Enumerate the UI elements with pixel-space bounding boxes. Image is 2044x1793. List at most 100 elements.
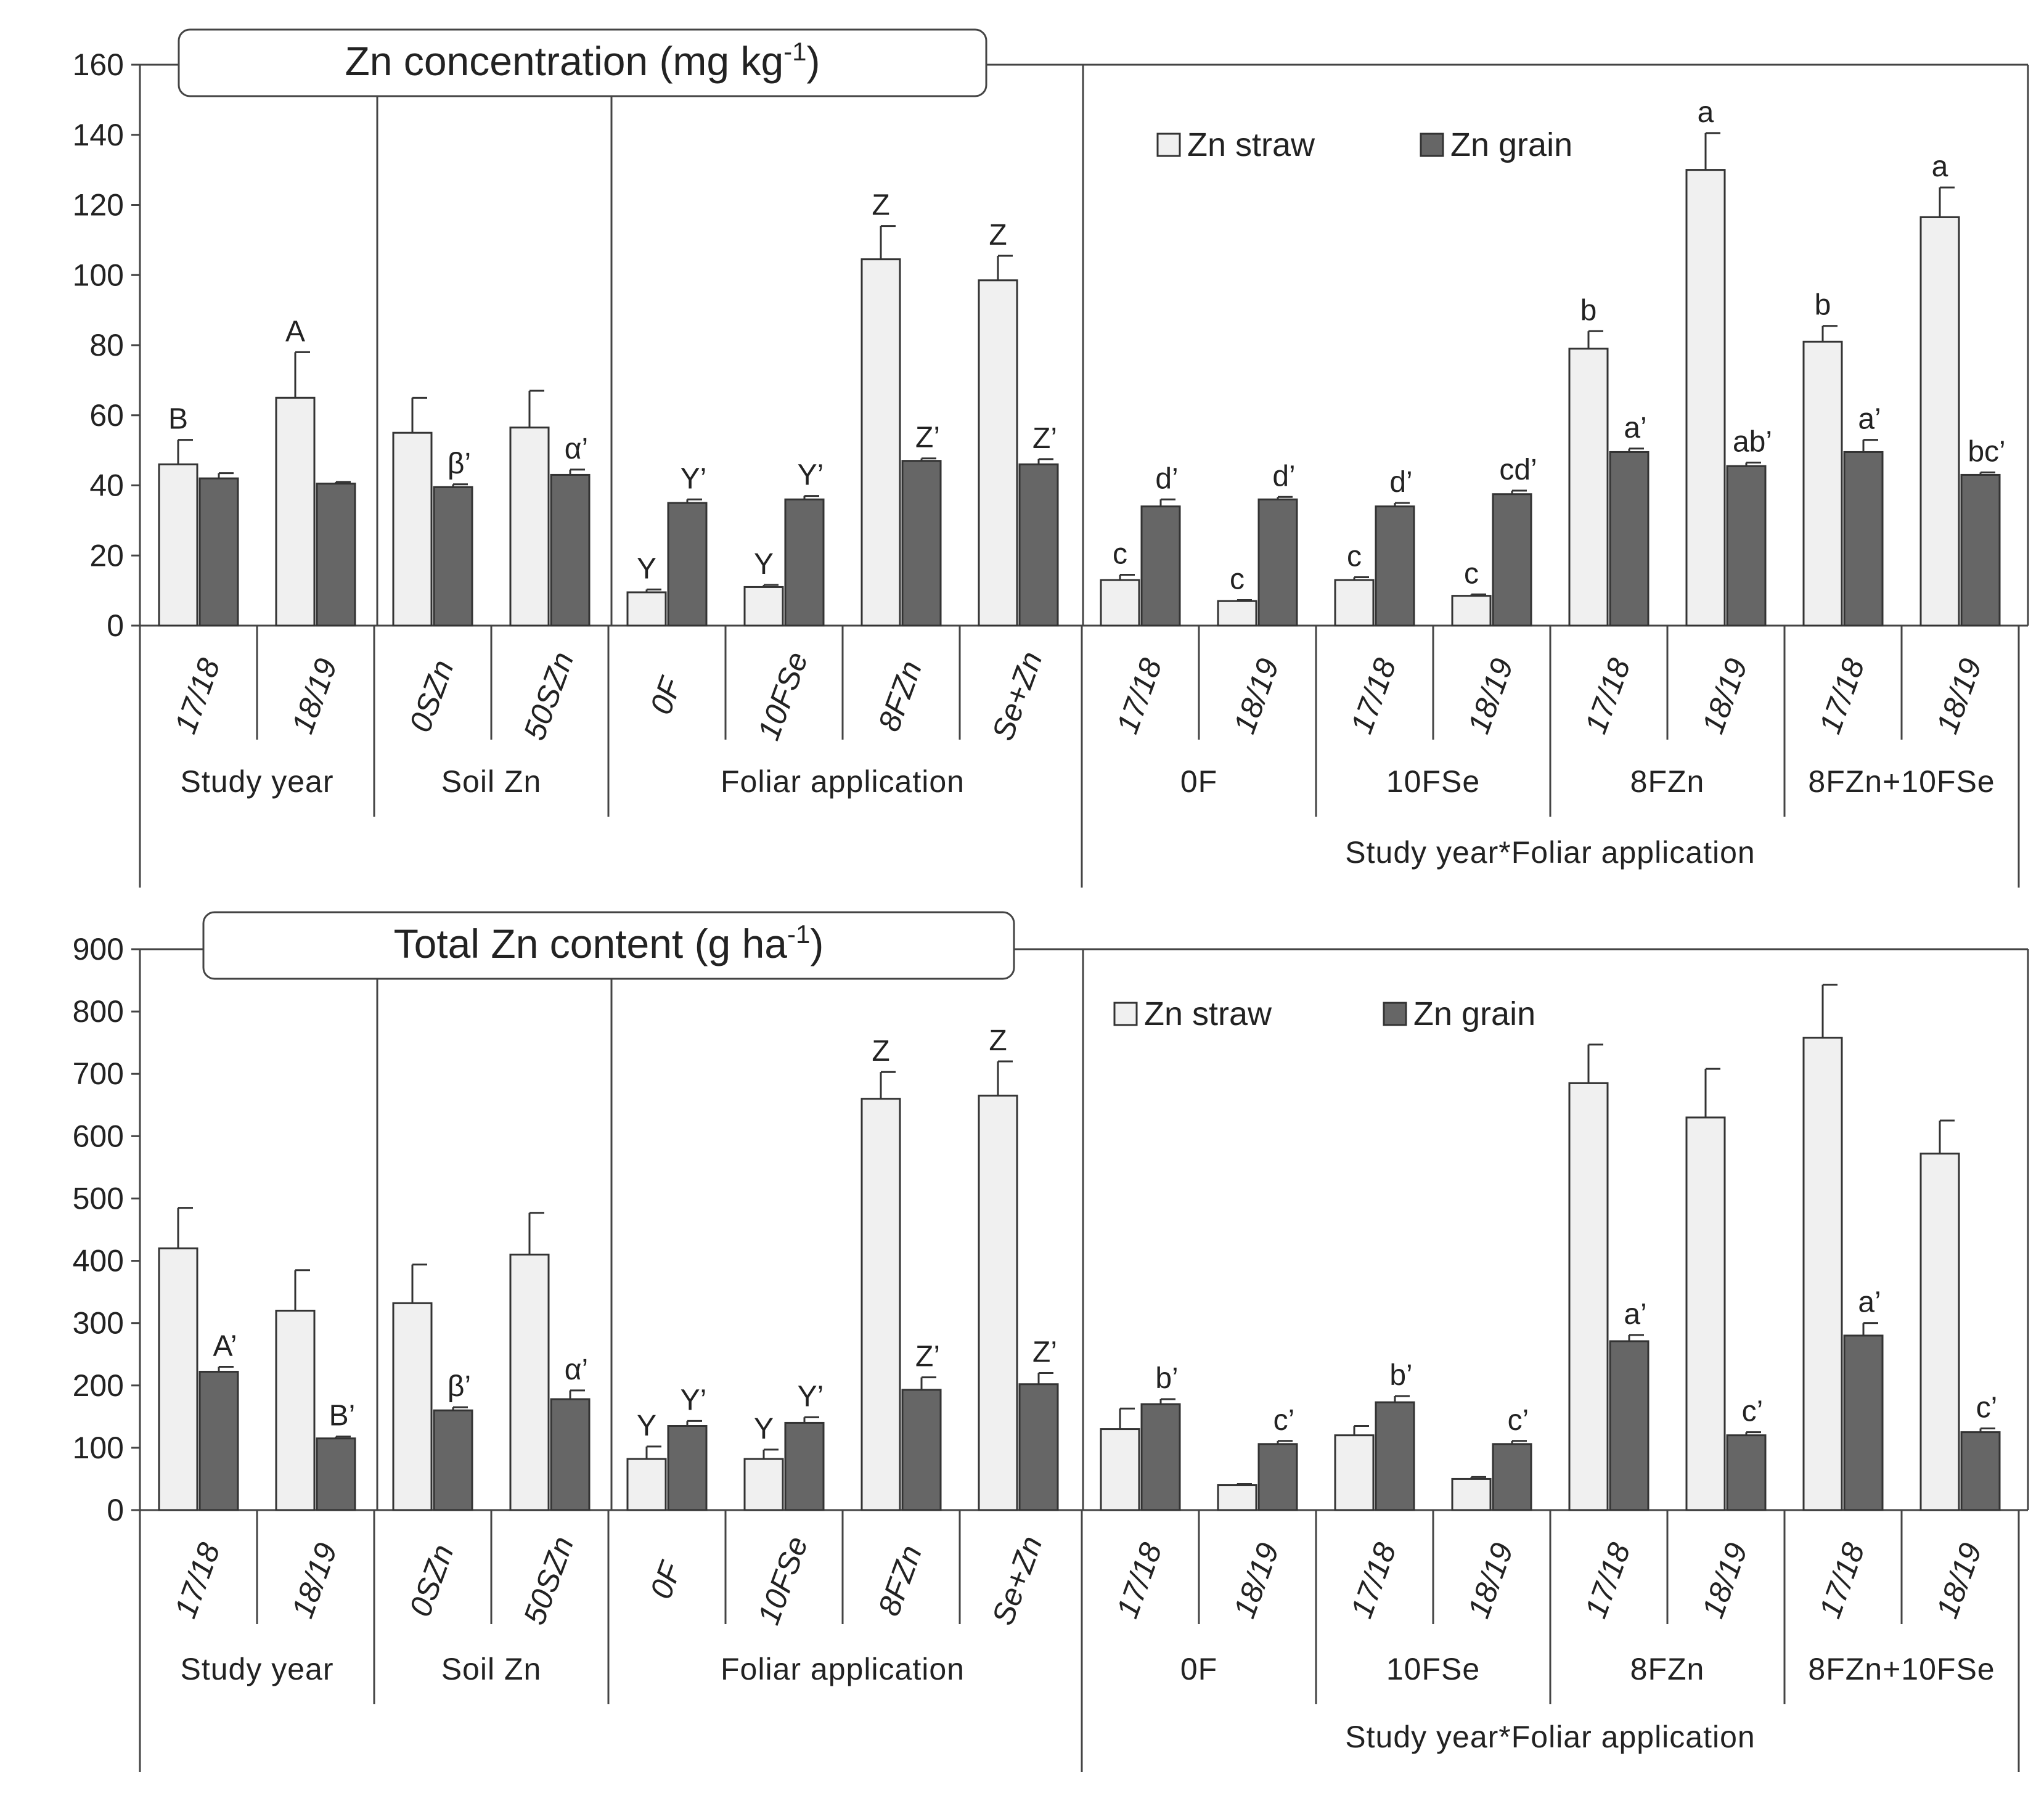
bar-straw: [1100, 579, 1140, 627]
bar-straw: [509, 427, 550, 627]
category-label: 18/19: [285, 654, 343, 738]
bar-straw: [626, 1458, 667, 1511]
group-label: Foliar application: [721, 1652, 965, 1686]
group-label: Foliar application: [721, 764, 965, 799]
subgroup-label: 8FZn: [1630, 1652, 1705, 1686]
sig-label-straw: b: [1580, 294, 1597, 327]
category-label: 17/18: [1578, 1538, 1637, 1623]
category-label: 8FZn: [872, 656, 929, 736]
sig-label-straw: A: [285, 315, 305, 348]
sig-label-straw: Z: [989, 1024, 1007, 1057]
bar-straw: [1568, 348, 1609, 627]
bar-grain: [1726, 1434, 1767, 1511]
y-tick-label: 20: [89, 538, 124, 573]
bar-grain: [1843, 1334, 1884, 1511]
y-tick-label: 500: [73, 1181, 124, 1215]
subgroup-label: 10FSe: [1386, 1652, 1480, 1686]
chart-title-main: Total Zn content (g ha: [394, 921, 788, 966]
bar-grain: [1960, 473, 2001, 627]
y-tick-label: 100: [73, 1431, 124, 1465]
category-label: 17/18: [1110, 1538, 1168, 1623]
bar-straw: [978, 1095, 1018, 1511]
chart-title-box: [178, 28, 987, 97]
sig-label-grain: a’: [1858, 1286, 1881, 1319]
sig-label-grain: d’: [1272, 460, 1295, 492]
bar-grain: [1018, 463, 1059, 627]
bar-grain: [198, 1371, 239, 1511]
sig-label-straw: c: [1230, 563, 1245, 595]
sig-label-grain: ab’: [1733, 426, 1772, 459]
sig-label-straw: Y: [637, 552, 656, 585]
bar-straw: [1919, 1153, 1960, 1511]
bar-straw: [1334, 1434, 1375, 1511]
sig-label-grain: c’: [1742, 1395, 1764, 1428]
sig-label-grain: α’: [565, 433, 588, 465]
y-tick-label: 300: [73, 1306, 124, 1341]
sig-label-straw: c: [1113, 538, 1127, 571]
bar-straw: [1217, 1484, 1257, 1511]
sig-label-straw: Z: [872, 1035, 889, 1068]
bar-straw: [1685, 1116, 1726, 1511]
chart-title-main: Zn concentration (mg kg: [345, 38, 783, 84]
subgroup-label: 8FZn+10FSe: [1808, 764, 1995, 799]
chart-title: Total Zn content (g ha-1): [394, 920, 824, 966]
category-label: 10FSe: [751, 1532, 815, 1629]
bar-grain: [667, 502, 708, 627]
category-label: 50SZn: [517, 1532, 581, 1629]
bar-straw: [1451, 595, 1492, 627]
legend-swatch-straw: [1113, 1002, 1138, 1026]
bar-grain: [1609, 1340, 1650, 1511]
chart-title-superscript: -1: [787, 920, 810, 949]
sig-label-straw: c: [1347, 541, 1362, 573]
sig-label-grain: Z’: [915, 422, 940, 454]
category-label: 18/19: [1461, 1538, 1519, 1623]
sig-label-straw: a: [1932, 150, 1948, 183]
y-tick-label: 900: [73, 932, 124, 966]
sig-label-grain: cd’: [1499, 454, 1537, 486]
category-label: 0F: [644, 672, 689, 719]
bar-straw: [1334, 579, 1375, 627]
sig-label-grain: b’: [1155, 1362, 1178, 1395]
bar-grain: [1492, 1443, 1532, 1511]
sig-label-straw: Z: [872, 189, 889, 222]
bar-grain: [1257, 498, 1298, 627]
legend-swatch-straw: [1156, 133, 1181, 157]
category-label: 17/18: [168, 654, 226, 738]
bar-straw: [1685, 169, 1726, 627]
panel-total-zn-content: 0 100 200 300 400 500 600 700 800 900 Total Zn con…: [73, 911, 2029, 1772]
category-label: 18/19: [1461, 654, 1519, 738]
bar-grain: [1375, 1401, 1415, 1511]
group-label: Soil Zn: [441, 1652, 542, 1686]
sig-label-grain: β’: [448, 1370, 471, 1403]
bar-grain: [316, 1437, 356, 1511]
sig-label-grain: B’: [329, 1400, 356, 1432]
y-tick-label: 400: [73, 1244, 124, 1278]
bar-straw: [158, 463, 198, 627]
category-label: 17/18: [1344, 1538, 1402, 1623]
subgroup-label: 8FZn+10FSe: [1808, 1652, 1995, 1686]
sig-label-grain: α’: [565, 1354, 588, 1386]
sig-label-grain: Y’: [798, 1380, 824, 1413]
sig-label-grain: a’: [1858, 403, 1881, 436]
bar-straw: [743, 1458, 784, 1511]
sig-label-straw: B: [168, 403, 188, 436]
y-tick-label: 200: [73, 1368, 124, 1403]
chart-title: Zn concentration (mg kg-1): [345, 37, 820, 84]
category-label: 17/18: [1812, 654, 1871, 738]
legend-label-straw: Zn straw: [1187, 126, 1315, 163]
legend-swatch-grain: [1383, 1002, 1407, 1026]
y-tick-label: 40: [89, 468, 124, 503]
bar-grain: [784, 1421, 825, 1511]
bar-grain: [550, 1398, 591, 1511]
legend-label-straw: Zn straw: [1144, 995, 1272, 1032]
category-label: 17/18: [1344, 654, 1402, 738]
sig-label-grain: A’: [213, 1329, 237, 1362]
bar-straw: [158, 1247, 198, 1511]
y-tick-label: 140: [73, 118, 124, 152]
chart-title-end: ): [810, 921, 824, 966]
category-label: 50SZn: [517, 647, 581, 745]
sig-label-grain: c’: [1273, 1404, 1295, 1437]
category-label: 17/18: [1110, 654, 1168, 738]
sig-label-grain: Y’: [681, 1384, 707, 1416]
